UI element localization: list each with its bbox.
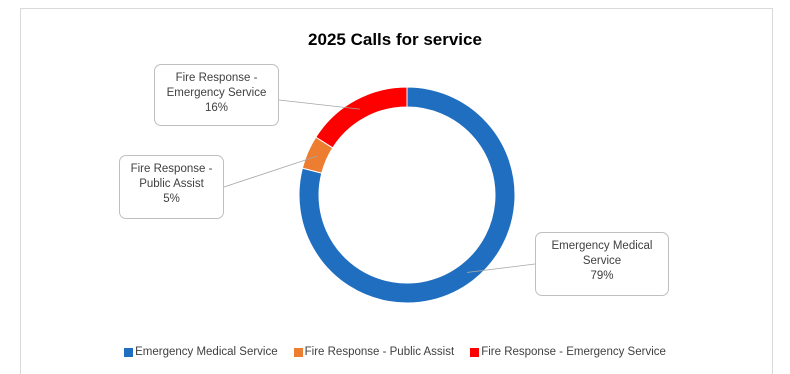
leader-line <box>278 99 360 110</box>
donut-slice-fire-response-emergency-service <box>315 86 408 149</box>
data-label-line: Fire Response - <box>175 72 258 84</box>
legend-label: Emergency Medical Service <box>135 346 278 358</box>
legend-swatch <box>470 347 480 357</box>
data-label-line: Emergency Service <box>166 87 267 99</box>
data-label-line: 5% <box>163 193 180 205</box>
data-label-line: Emergency Medical <box>551 240 653 252</box>
data-label-emergency-service: Fire Response - Emergency Service 16% <box>154 64 279 126</box>
data-label-public-assist: Fire Response - Public Assist 5% <box>119 155 224 219</box>
leader-line <box>467 263 536 273</box>
data-label-line: Service <box>582 255 622 267</box>
data-label-line: Fire Response - <box>130 163 213 175</box>
data-label-line: Public Assist <box>139 178 204 190</box>
legend: Emergency Medical Service Fire Response … <box>0 346 790 358</box>
legend-item: Fire Response - Public Assist <box>293 346 455 358</box>
data-label-line: 16% <box>204 102 229 114</box>
legend-item: Fire Response - Emergency Service <box>470 346 666 358</box>
chart-title: 2025 Calls for service <box>308 30 482 49</box>
legend-label: Fire Response - Emergency Service <box>481 346 666 358</box>
legend-item: Emergency Medical Service <box>124 346 278 358</box>
leader-line <box>223 155 318 188</box>
donut-slice-emergency-medical-service <box>298 86 516 304</box>
legend-label: Fire Response - Public Assist <box>304 346 455 358</box>
data-label-emergency-medical-service: Emergency Medical Service 79% <box>535 232 669 296</box>
data-label-line: 79% <box>590 270 614 282</box>
legend-swatch <box>124 347 134 357</box>
legend-swatch <box>293 347 303 357</box>
